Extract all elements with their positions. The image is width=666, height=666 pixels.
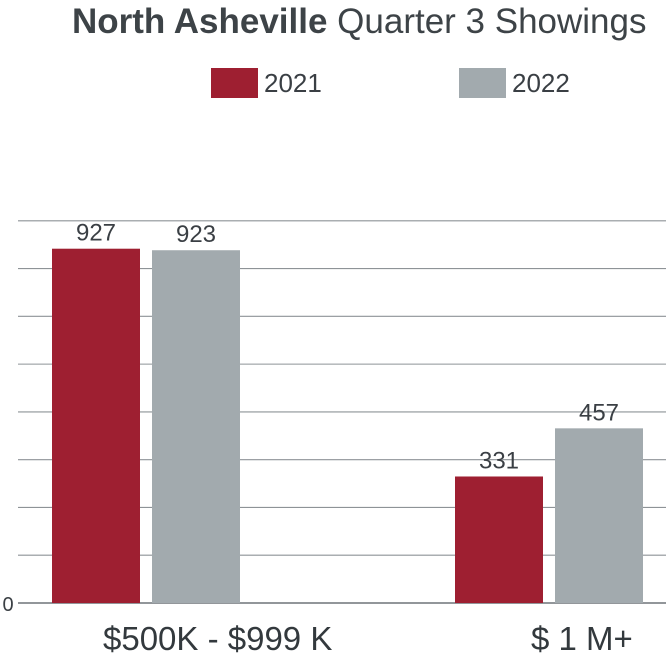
legend-label-2021: 2021	[264, 67, 322, 98]
category-label-1m-plus: $ 1 M+	[531, 620, 633, 657]
chart-title: North Asheville Quarter 3 Showings	[72, 0, 647, 44]
bar-2021-500k-999k	[52, 248, 140, 603]
legend-label-2022: 2022	[512, 67, 570, 98]
chart-title-rest: Quarter 3 Showings	[327, 2, 647, 41]
y-tick-label: 0	[2, 594, 13, 616]
legend-swatch-2021	[211, 68, 258, 98]
legend-item-2022: 2022	[459, 66, 570, 100]
bar-2022-500k-999k	[152, 250, 240, 603]
bar-2021-1m-plus	[455, 476, 543, 603]
legend-item-2021: 2021	[211, 66, 322, 100]
category-label-500k-999k: $500K - $999 K	[103, 620, 333, 657]
data-label-2021-500k-999k: 927	[76, 220, 116, 247]
data-label-2022-500k-999k: 923	[176, 221, 216, 248]
data-label-2021-1m-plus: 331	[479, 447, 519, 474]
data-label-2022-1m-plus: 457	[579, 399, 619, 426]
chart-title-bold: North Asheville	[72, 2, 328, 41]
legend-swatch-2022	[459, 68, 506, 98]
bar-2022-1m-plus	[555, 428, 643, 603]
